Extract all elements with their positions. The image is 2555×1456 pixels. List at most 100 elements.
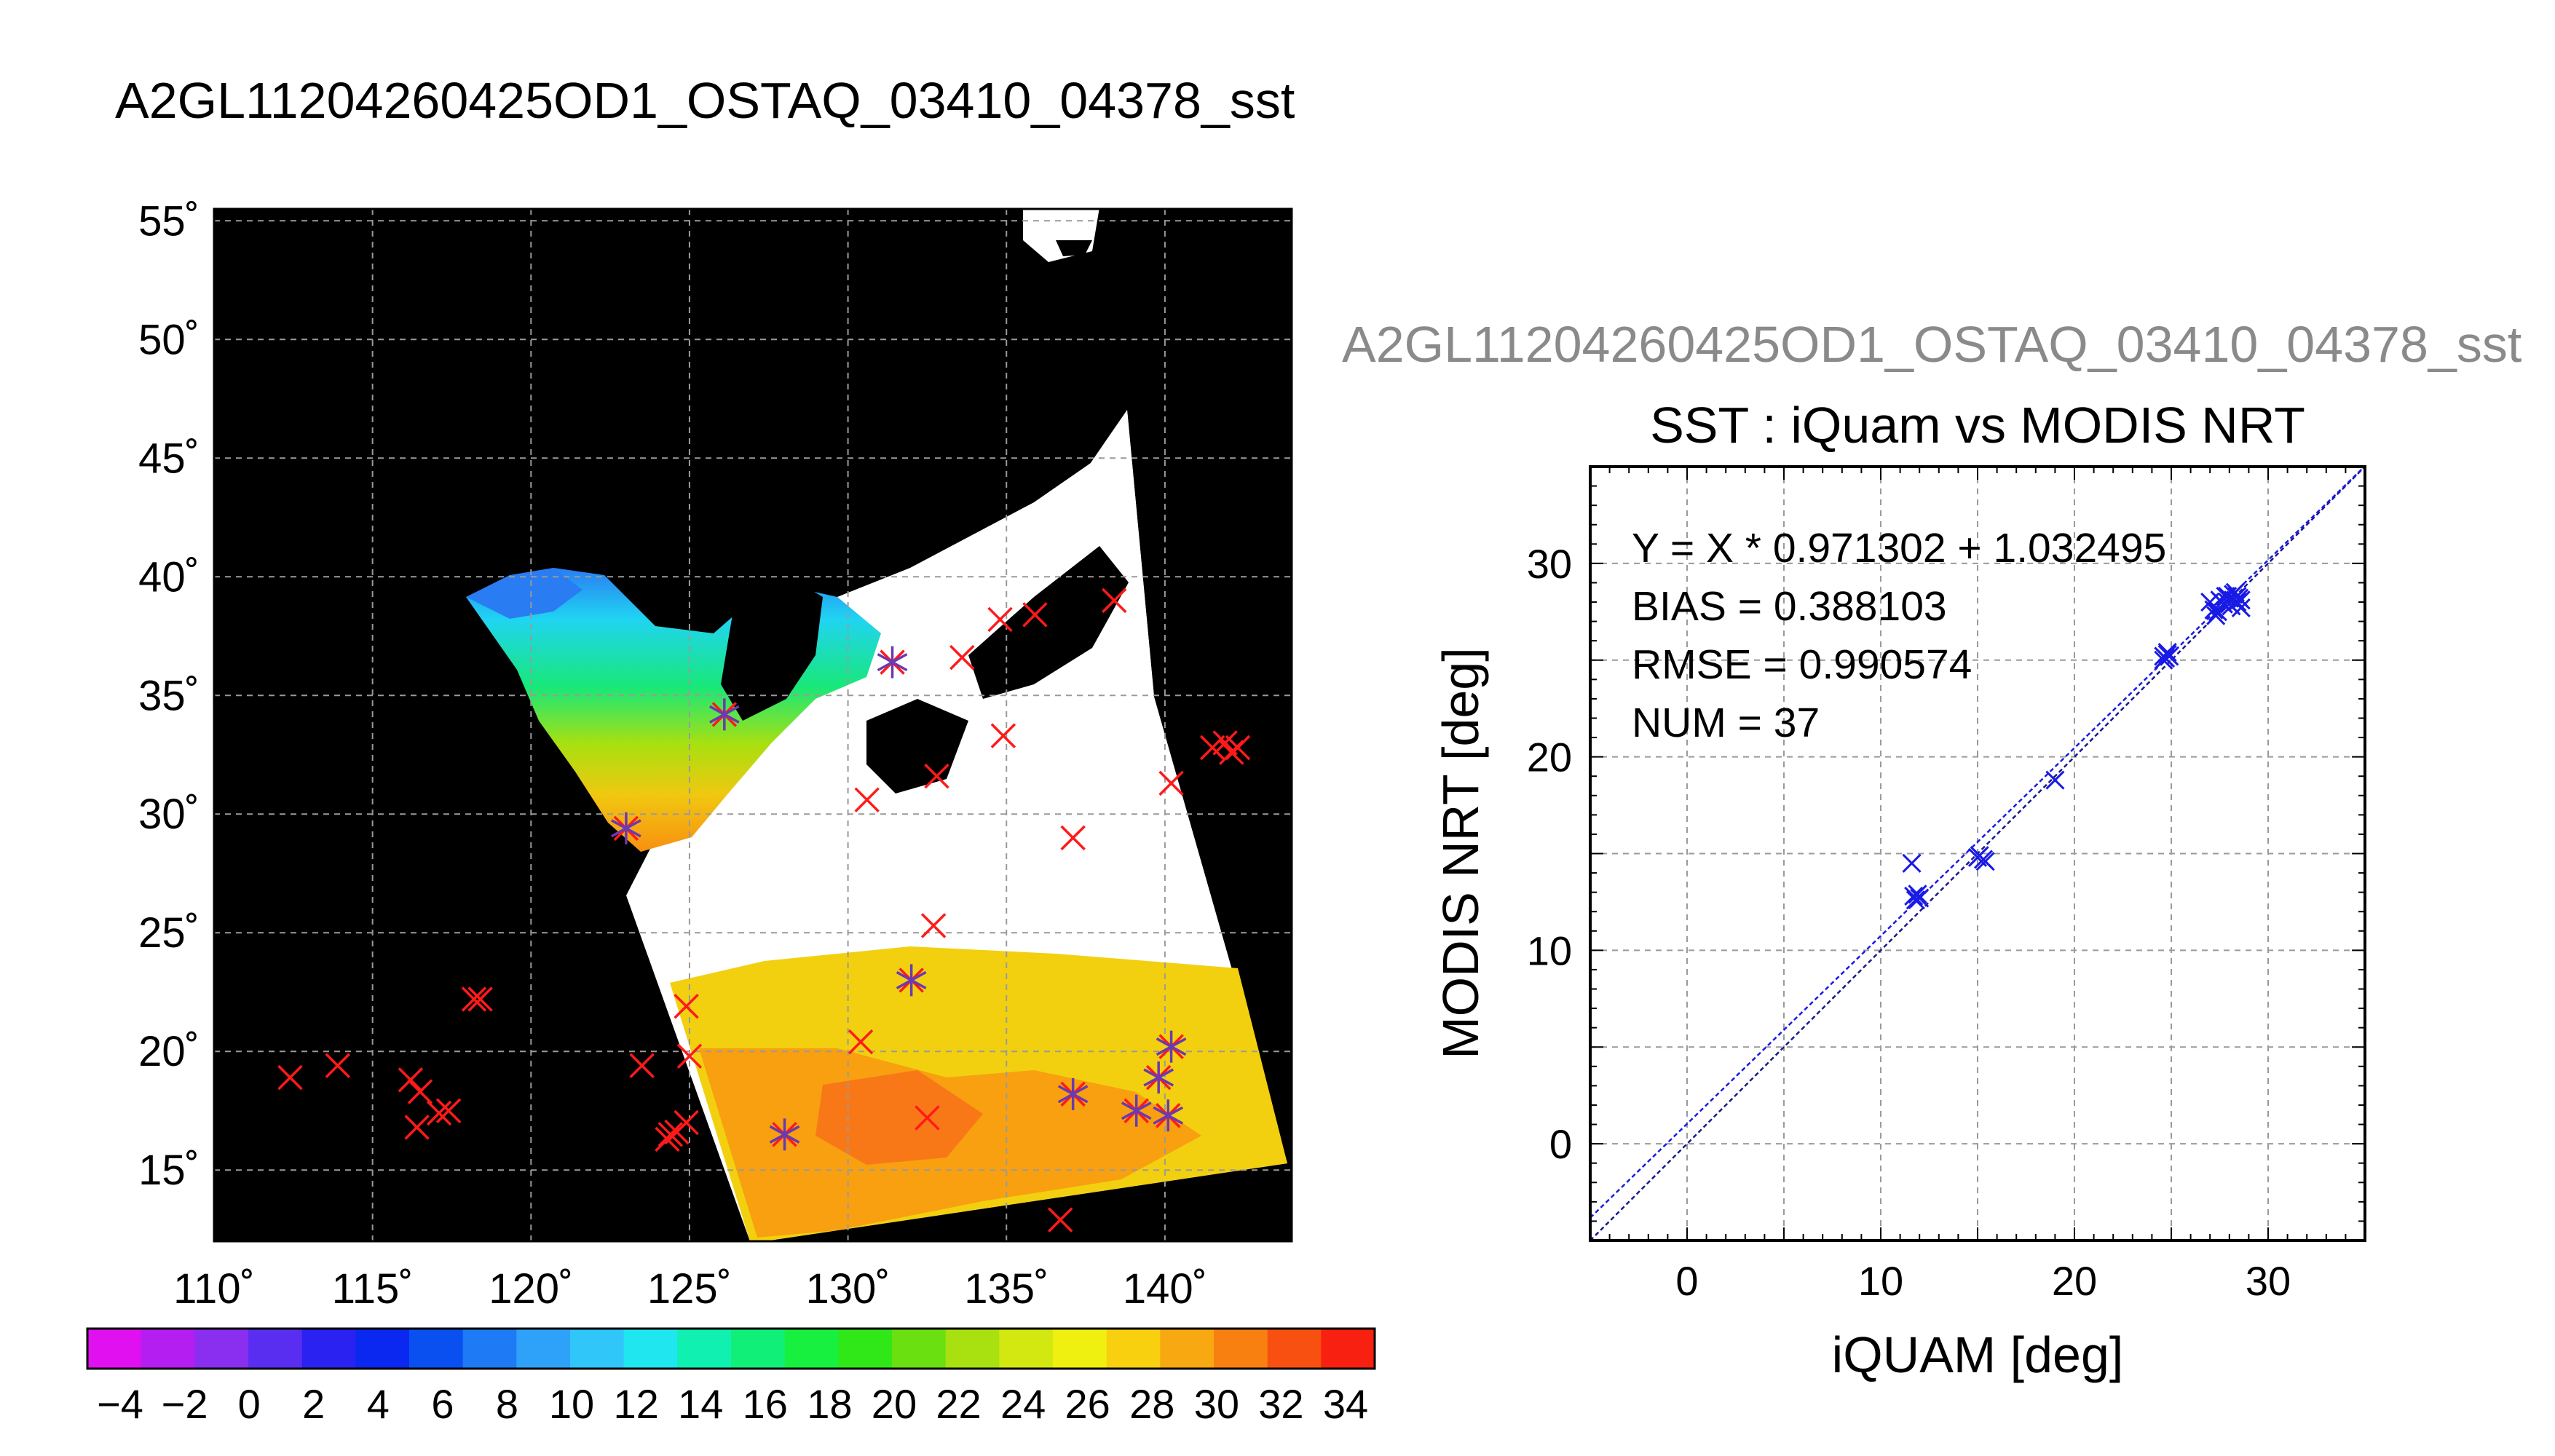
red-x-marker — [854, 787, 880, 812]
red-x-marker — [461, 986, 487, 1012]
colorbar-swatch — [838, 1329, 893, 1369]
blue-asterisk-marker — [769, 1118, 800, 1151]
scatter-y-tick-labels: 0 10 20 30 — [1527, 541, 1572, 1167]
colorbar-swatch — [248, 1329, 303, 1369]
map-lat-tick-label: 25˚ — [138, 909, 200, 957]
colorbar-tick-label: 24 — [1000, 1381, 1046, 1427]
red-x-marker — [1225, 735, 1251, 761]
red-x-marker — [407, 1079, 433, 1104]
scatter-x-tick-label: 30 — [2246, 1258, 2291, 1304]
red-x-marker — [435, 1098, 462, 1123]
scatter-y-tick-label: 10 — [1527, 927, 1572, 973]
colorbar-swatch — [892, 1329, 947, 1369]
scatter-points — [1902, 582, 2251, 910]
blue-asterisk-marker — [877, 646, 908, 678]
colorbar-tick-label: 0 — [238, 1381, 261, 1427]
scatter-frame — [1589, 465, 2366, 1242]
scatter-point — [1975, 852, 1995, 871]
scatter-point — [2160, 646, 2179, 666]
map-lat-tick-label: 20˚ — [138, 1028, 200, 1075]
colorbar-swatch — [141, 1329, 196, 1369]
colorbar-swatches — [87, 1329, 1375, 1369]
blue-asterisk-marker — [1156, 1030, 1187, 1063]
scatter-point — [2231, 590, 2251, 610]
blue-asterisk-marker — [1153, 1099, 1184, 1132]
colorbar-swatch — [462, 1329, 518, 1369]
colorbar-swatch — [731, 1329, 786, 1369]
blue-asterisk-marker — [1121, 1094, 1152, 1127]
sst-field-bohai — [466, 568, 583, 619]
scatter-xlabel: iQUAM [deg] — [1832, 1326, 2124, 1383]
map-lon-tick-label: 130˚ — [806, 1265, 891, 1313]
blue-asterisk-marker — [896, 964, 927, 997]
land-korea — [721, 575, 823, 721]
scatter-point — [1902, 853, 1922, 873]
sst-field-hot-spot — [816, 1070, 983, 1165]
map-lat-tick-labels: 15˚ 20˚ 25˚ 30˚ 35˚ 40˚ 45˚ 50˚ 55˚ — [138, 197, 200, 1194]
colorbar-tick-label: 8 — [496, 1381, 518, 1427]
colorbar-swatch — [194, 1329, 249, 1369]
red-x-marker — [1199, 735, 1225, 761]
red-x-marker — [277, 1064, 303, 1091]
scatter-y-tick-label: 20 — [1527, 735, 1572, 780]
colorbar-swatch — [87, 1329, 142, 1369]
scatter-point — [1908, 885, 1927, 904]
colorbar-swatch — [1321, 1329, 1375, 1369]
blue-asterisk-marker — [611, 812, 641, 844]
scatter-point — [2206, 606, 2226, 625]
colorbar-tick-label: 20 — [872, 1381, 917, 1427]
red-x-marker — [848, 1029, 874, 1055]
colorbar-swatch — [1053, 1329, 1107, 1369]
scatter-point — [1906, 890, 1925, 910]
scatter-x-tick-label: 20 — [2052, 1258, 2097, 1304]
red-x-marker — [404, 1115, 430, 1140]
colorbar-tick-label: 6 — [431, 1381, 454, 1427]
scatter-x-tick-label: 0 — [1675, 1258, 1698, 1304]
red-x-marker — [1047, 1207, 1073, 1233]
colorbar-swatch — [570, 1329, 625, 1369]
colorbar-swatch — [945, 1329, 1000, 1369]
map-frame — [213, 207, 1293, 1243]
colorbar-tick-label: −4 — [97, 1381, 143, 1427]
land-japan-north-tip — [1056, 240, 1092, 256]
scatter-stat-line: NUM = 37 — [1632, 700, 1820, 746]
scatter-x-tick-label: 10 — [1858, 1258, 1903, 1304]
red-x-marker — [467, 986, 493, 1012]
colorbar-tick-label: 26 — [1065, 1381, 1110, 1427]
colorbar-swatch — [1267, 1329, 1322, 1369]
red-x-marker — [657, 1122, 684, 1147]
colorbar-tick-label: 28 — [1129, 1381, 1174, 1427]
red-x-marker — [398, 1067, 424, 1093]
red-x-marker — [920, 913, 947, 938]
map-lon-tick-labels: 110˚ 115˚ 120˚ 125˚ 130˚ 135˚ 140˚ — [173, 1265, 1207, 1313]
red-x-marker — [1022, 602, 1048, 628]
main-title: A2GL11204260425OD1_OSTAQ_03410_04378_sst — [115, 72, 1295, 129]
colorbar-tick-label: 14 — [678, 1381, 723, 1427]
colorbar-frame — [86, 1327, 1376, 1370]
colorbar-tick-label: 10 — [549, 1381, 594, 1427]
scatter-stats: Y = X * 0.971302 + 1.032495 BIAS = 0.3881… — [1632, 525, 2166, 746]
map-lon-tick-label: 115˚ — [332, 1265, 414, 1313]
red-x-marker — [987, 606, 1013, 633]
colorbar-tick-label: 32 — [1258, 1381, 1303, 1427]
colorbar-tick-label: −2 — [162, 1381, 208, 1427]
blue-asterisk-marker — [1143, 1061, 1174, 1094]
scatter-point — [2212, 592, 2232, 612]
colorbar-swatch — [677, 1329, 732, 1369]
colorbar-tick-label: 4 — [367, 1381, 390, 1427]
colorbar-tick-label: 12 — [613, 1381, 658, 1427]
scatter-subtitle: A2GL11204260425OD1_OSTAQ_03410_04378_sst — [1342, 316, 2522, 373]
map-lat-tick-label: 35˚ — [138, 672, 200, 719]
scatter-stat-line: Y = X * 0.971302 + 1.032495 — [1632, 525, 2166, 571]
map-lon-tick-label: 135˚ — [964, 1265, 1049, 1313]
colorbar-swatch — [1160, 1329, 1215, 1369]
colorbar-swatch — [784, 1329, 840, 1369]
map-lon-tick-label: 110˚ — [173, 1265, 255, 1313]
blue-asterisk-marker — [1057, 1077, 1089, 1110]
map-lat-tick-label: 55˚ — [138, 197, 200, 245]
map-markers — [277, 587, 1251, 1233]
colorbar-swatch — [516, 1329, 571, 1369]
scatter-gridlines — [1590, 467, 2365, 1241]
scatter-point — [2227, 592, 2247, 612]
